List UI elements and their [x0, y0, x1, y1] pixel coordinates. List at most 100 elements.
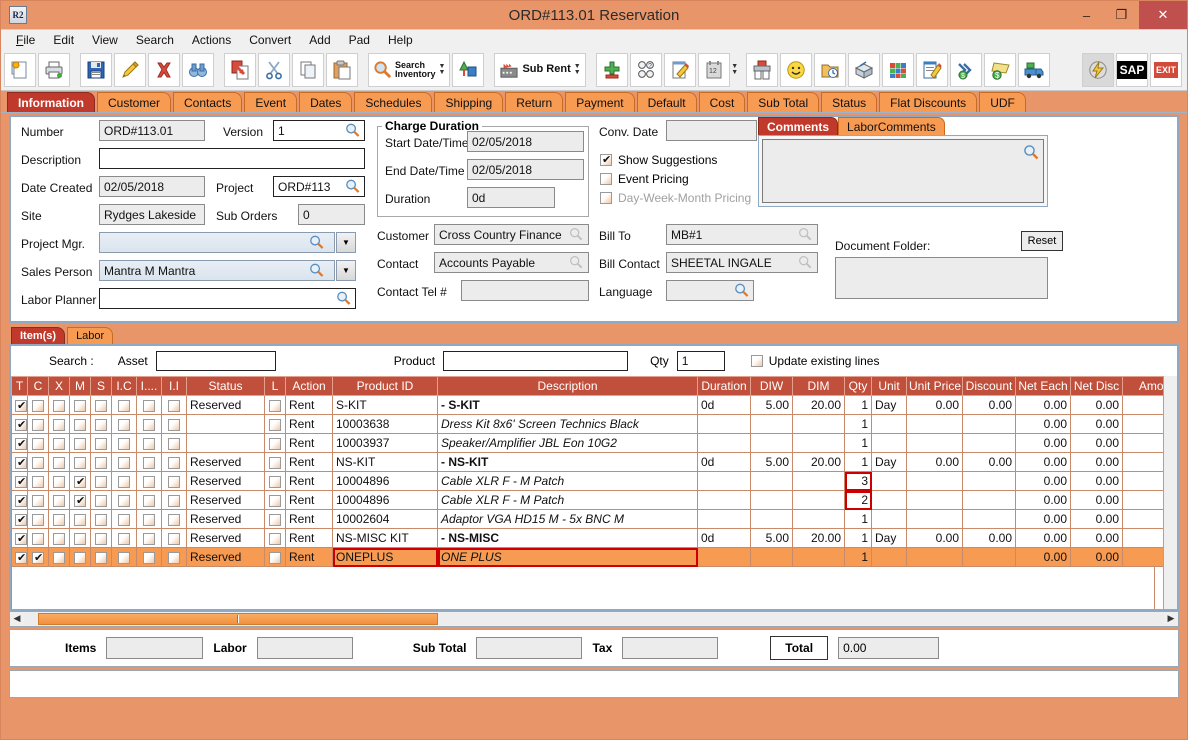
row-checkbox-ii-cell[interactable] — [161, 471, 187, 491]
cell-unit-price[interactable] — [906, 433, 963, 453]
cell-unit-price[interactable] — [906, 490, 963, 510]
comments-textarea[interactable] — [762, 139, 1044, 203]
customer-search-icon[interactable] — [569, 227, 1175, 241]
menu-pad[interactable]: Pad — [348, 32, 370, 47]
row-checkbox-ii-cell[interactable] — [161, 395, 187, 415]
checkbox-icon[interactable] — [53, 437, 65, 450]
cell-duration[interactable] — [697, 471, 751, 491]
checkbox-icon[interactable] — [95, 532, 107, 545]
checkbox-icon[interactable] — [32, 513, 44, 526]
checkbox-icon[interactable] — [269, 475, 281, 488]
checkbox-icon[interactable] — [95, 456, 107, 469]
row-checkbox-x-cell[interactable] — [48, 414, 70, 434]
bill-to-field[interactable]: MB#1 — [666, 224, 818, 245]
cell-discount[interactable]: 0.00 — [962, 528, 1016, 548]
checkbox-icon[interactable] — [95, 399, 107, 412]
cell-product-id[interactable]: NS-KIT — [332, 452, 438, 472]
tab-comments[interactable]: Comments — [758, 117, 839, 135]
cell-qty[interactable]: 1 — [844, 414, 872, 434]
row-checkbox-t-cell[interactable] — [11, 471, 28, 491]
cell-l[interactable] — [264, 452, 286, 472]
bill-to-search-icon[interactable] — [798, 227, 1175, 241]
cell-net-disc[interactable]: 0.00 — [1070, 433, 1123, 453]
checkbox-icon[interactable] — [95, 551, 107, 564]
checkbox-icon[interactable] — [269, 551, 281, 564]
cell-description[interactable]: Dress Kit 8x6' Screen Technics Black — [437, 414, 698, 434]
checkbox-icon[interactable] — [15, 494, 27, 507]
language-search-icon[interactable] — [734, 283, 1175, 298]
cell-action[interactable]: Rent — [285, 528, 333, 548]
row-checkbox-c-cell[interactable] — [27, 509, 49, 529]
checkbox-icon[interactable] — [143, 399, 155, 412]
col-unit-price[interactable]: Unit Price — [906, 376, 963, 396]
tab-status[interactable]: Status — [821, 92, 878, 112]
row-checkbox-ii-cell[interactable] — [161, 490, 187, 510]
cell-qty[interactable]: 1 — [844, 395, 872, 415]
tax-field[interactable] — [622, 636, 719, 659]
tab-payment[interactable]: Payment — [565, 92, 635, 112]
row-checkbox-m-cell[interactable] — [69, 547, 91, 567]
cell-status[interactable] — [186, 414, 265, 434]
cell-product-id[interactable]: 10004896 — [332, 490, 438, 510]
checkbox-icon[interactable] — [15, 437, 27, 450]
checkbox-icon[interactable] — [118, 399, 130, 412]
col-dim[interactable]: DIM — [792, 376, 845, 396]
col-discount[interactable]: Discount — [962, 376, 1016, 396]
cell-product-id[interactable]: S-KIT — [332, 395, 438, 415]
checkbox-icon[interactable] — [32, 532, 44, 545]
checkbox-icon[interactable] — [168, 456, 180, 469]
row-checkbox-ic-cell[interactable] — [111, 528, 137, 548]
sales-person-search-icon[interactable] — [309, 263, 1175, 278]
cell-net-each[interactable]: 0.00 — [1015, 490, 1071, 510]
notepad-dropdown-icon[interactable]: ▼ ▼ — [731, 62, 739, 76]
cell-product-id[interactable]: 10003638 — [332, 414, 438, 434]
cell-net-each[interactable]: 0.00 — [1015, 471, 1071, 491]
tab-flat-discounts[interactable]: Flat Discounts — [879, 92, 978, 112]
checkbox-icon[interactable] — [74, 494, 86, 507]
cell-discount[interactable] — [962, 509, 1016, 529]
row-checkbox-ii-cell[interactable] — [161, 414, 187, 434]
row-checkbox-ic-cell[interactable] — [111, 509, 137, 529]
checkbox-icon[interactable] — [143, 437, 155, 450]
notepad-icon[interactable]: 12 — [697, 52, 730, 87]
qty-input[interactable]: 1 — [676, 351, 725, 371]
description-field[interactable] — [99, 148, 365, 169]
menu-edit[interactable]: Edit — [53, 32, 75, 47]
cell-unit[interactable]: Day — [871, 528, 907, 548]
checkbox-icon[interactable] — [118, 437, 130, 450]
cell-net-each[interactable]: 0.00 — [1015, 452, 1071, 472]
cell-qty[interactable]: 1 — [844, 509, 872, 529]
sales-person-dropdown-icon[interactable]: ▼ — [336, 260, 356, 281]
cell-unit[interactable] — [871, 490, 907, 510]
event-pricing-checkbox[interactable] — [600, 173, 612, 185]
edit-pencil-icon[interactable] — [114, 52, 146, 87]
cell-net-disc[interactable]: 0.00 — [1070, 509, 1123, 529]
cell-action[interactable]: Rent — [285, 509, 333, 529]
cell-duration[interactable] — [697, 433, 751, 453]
checkbox-icon[interactable] — [118, 494, 130, 507]
add-plus-minus-icon[interactable] — [595, 52, 628, 87]
cell-net-disc[interactable]: 0.00 — [1070, 490, 1123, 510]
checkbox-icon[interactable] — [53, 456, 65, 469]
cell-unit-price[interactable]: 0.00 — [906, 452, 963, 472]
cell-action[interactable]: Rent — [285, 471, 333, 491]
cell-net-each[interactable]: 0.00 — [1015, 547, 1071, 567]
checkbox-icon[interactable] — [74, 399, 86, 412]
cell-diw[interactable] — [750, 547, 793, 567]
row-checkbox-c-cell[interactable] — [27, 395, 49, 415]
cell-unit[interactable] — [871, 433, 907, 453]
checkbox-icon[interactable] — [32, 418, 44, 431]
cell-diw[interactable] — [750, 433, 793, 453]
sub-total-field[interactable] — [476, 636, 583, 659]
tab-information[interactable]: Information — [7, 92, 95, 112]
asset-input[interactable] — [155, 351, 276, 371]
checkbox-icon[interactable] — [15, 513, 27, 526]
row-checkbox-s-cell[interactable] — [90, 452, 112, 472]
cell-duration[interactable]: 0d — [697, 452, 751, 472]
reset-button[interactable]: Reset — [1021, 231, 1063, 251]
document-folder-field[interactable] — [835, 257, 1048, 299]
labor-planner-search-icon[interactable] — [336, 291, 1175, 306]
row-checkbox-x-cell[interactable] — [48, 509, 70, 529]
cell-description[interactable]: - NS-MISC — [437, 528, 698, 548]
cell-dim[interactable]: 20.00 — [792, 395, 845, 415]
